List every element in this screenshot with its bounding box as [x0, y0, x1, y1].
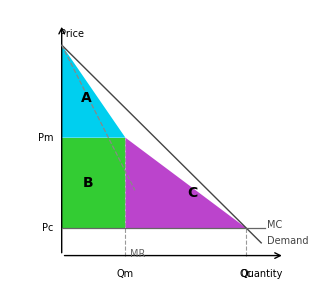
Text: MR: MR: [130, 249, 145, 259]
Text: C: C: [187, 187, 197, 200]
Text: Pm: Pm: [38, 133, 53, 143]
Polygon shape: [62, 45, 125, 138]
Text: A: A: [80, 91, 91, 105]
Text: Qc: Qc: [240, 269, 253, 279]
Polygon shape: [62, 138, 125, 228]
Text: Demand: Demand: [267, 236, 308, 246]
Polygon shape: [125, 138, 247, 228]
Text: B: B: [83, 176, 94, 190]
Text: MC: MC: [267, 220, 282, 230]
Text: Price: Price: [60, 28, 84, 39]
Text: Qm: Qm: [117, 269, 134, 279]
Text: Quantity: Quantity: [240, 269, 283, 279]
Text: Pc: Pc: [42, 223, 53, 233]
